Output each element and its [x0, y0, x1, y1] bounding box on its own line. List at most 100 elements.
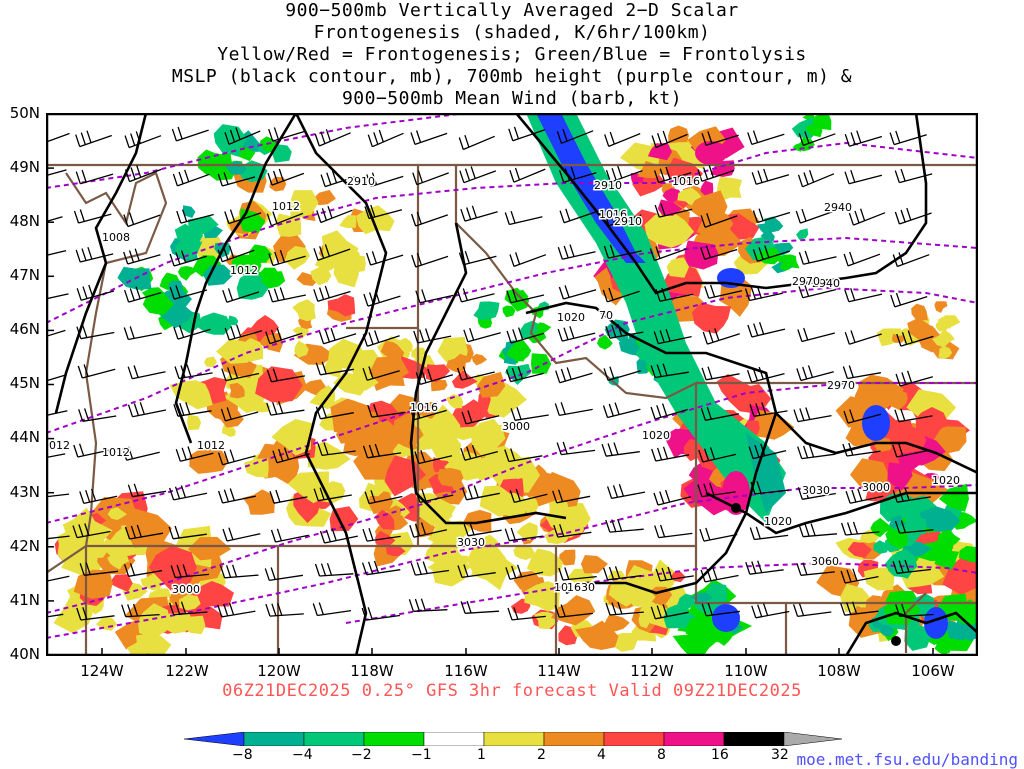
wind-barb-flag	[462, 288, 468, 301]
wind-barb-flag	[361, 562, 368, 575]
wind-barb-flag	[605, 519, 611, 533]
wind-barb-flag	[321, 405, 327, 418]
wind-barb-flag	[224, 132, 230, 145]
wind-barb-flag	[801, 208, 807, 222]
frontogenesis-cell	[187, 216, 219, 237]
frontogenesis-cell	[887, 462, 913, 491]
wind-barb-flag	[611, 602, 617, 615]
frontogenesis-cell	[700, 180, 714, 196]
height-label: 2940	[824, 201, 852, 214]
wind-barb-flag	[656, 364, 662, 377]
frontogenesis-cell	[309, 385, 336, 410]
wind-barb-flag	[504, 449, 510, 462]
wind-barb-flag	[415, 405, 421, 419]
wind-barb-flag	[174, 601, 181, 615]
wind-barb-flag	[798, 603, 805, 616]
wind-barb-flag	[505, 369, 512, 382]
wind-barb-flag	[795, 210, 801, 224]
wind-barb-flag	[168, 602, 175, 615]
frontogenesis-cell	[934, 301, 948, 313]
wind-barb-flag	[509, 169, 515, 183]
wind-barb-flag	[121, 604, 127, 617]
wind-barb-flag	[368, 444, 375, 458]
wind-barb-flag	[268, 128, 274, 142]
wind-barb-flag	[758, 247, 764, 260]
wind-barb-flag	[75, 249, 81, 263]
height-contour	[345, 561, 979, 624]
wind-barb-flag	[744, 288, 751, 301]
state-border	[904, 592, 927, 653]
credit-link[interactable]: moe.met.fsu.edu/banding	[796, 750, 1018, 769]
frontolysis-band	[526, 113, 786, 523]
wind-barb	[899, 212, 932, 225]
wind-barb-flag	[225, 565, 232, 578]
wind-barb-flag	[889, 132, 895, 145]
wind-barb-flag	[757, 560, 763, 573]
lon-label-120w: 120W	[257, 662, 301, 680]
wind-barb-flag	[850, 132, 856, 145]
wind-barb-flag	[414, 523, 421, 537]
wind-barb-flag	[751, 172, 757, 185]
frontogenesis-max	[891, 636, 901, 646]
wind-barb-flag	[427, 368, 433, 382]
frontogenesis-cell	[237, 338, 264, 362]
wind-barb-flag	[659, 524, 666, 538]
wind-barb-flag	[217, 604, 223, 618]
colorbar-cell	[663, 731, 725, 747]
wind-barb-flag	[558, 567, 564, 581]
wind-barb-flag	[470, 166, 476, 179]
wind-barb-flag	[808, 444, 815, 458]
frontogenesis-cell	[670, 571, 686, 583]
wind-barb-flag	[278, 448, 284, 462]
wind-barb-flag	[653, 331, 659, 344]
wind-barb-flag	[752, 249, 759, 262]
frontogenesis-cell	[521, 501, 539, 514]
frontogenesis-cell	[937, 529, 961, 548]
wind-barb-flag	[661, 567, 667, 581]
wind-barb	[271, 212, 304, 227]
wind-barb-flag	[757, 170, 763, 183]
wind-barb-flag	[559, 524, 565, 537]
wind-barb-flag	[175, 285, 181, 298]
lat-label-43n: 43N	[9, 483, 40, 501]
colorbar-label-16: 16	[711, 747, 729, 763]
wind-barb	[853, 212, 886, 226]
wind-barb-flag	[792, 604, 799, 617]
colorbar-cell	[303, 731, 365, 747]
wind-barb-flag	[757, 604, 763, 617]
wind-barb	[510, 332, 544, 344]
frontogenesis-cell	[513, 544, 535, 560]
mslp-label: 1020	[642, 429, 670, 442]
wind-barb-flag	[906, 207, 912, 221]
height-label: 2970	[827, 379, 855, 392]
wind-barb-flag	[416, 562, 422, 575]
frontogenesis-cell	[863, 567, 895, 591]
wind-barb-flag	[461, 487, 468, 501]
frontogenesis-cell	[335, 262, 349, 277]
wind-barb-flag	[803, 172, 809, 185]
wind-barb-flag	[614, 402, 620, 415]
wind-barb-flag	[222, 528, 228, 542]
wind-barb-flag	[378, 129, 384, 143]
frontogenesis-max	[695, 141, 727, 165]
frontogenesis-cell	[327, 338, 367, 369]
wind-barb-flag	[362, 528, 368, 542]
wind-barb	[844, 575, 879, 584]
state-border	[84, 372, 98, 547]
frontogenesis-cell	[307, 440, 351, 470]
wind-barb-flag	[656, 605, 662, 618]
colorbar-label-neg4: −4	[292, 747, 313, 763]
wind-barb-flag	[364, 206, 370, 219]
wind-barb-flag	[227, 367, 233, 380]
wind-barb-flag	[135, 286, 141, 299]
frontogenesis-cell	[526, 548, 564, 577]
wind-barb-flag	[135, 131, 141, 144]
wind-barb-flag	[419, 329, 425, 342]
wind-barb-flag	[374, 330, 380, 343]
wind-barb	[320, 209, 353, 224]
wind-barb-flag	[857, 488, 863, 501]
wind-barb-flag	[802, 445, 809, 459]
lat-label-44n: 44N	[9, 428, 40, 446]
wind-barb-flag	[570, 166, 576, 180]
wind-barb-flag	[278, 168, 284, 182]
